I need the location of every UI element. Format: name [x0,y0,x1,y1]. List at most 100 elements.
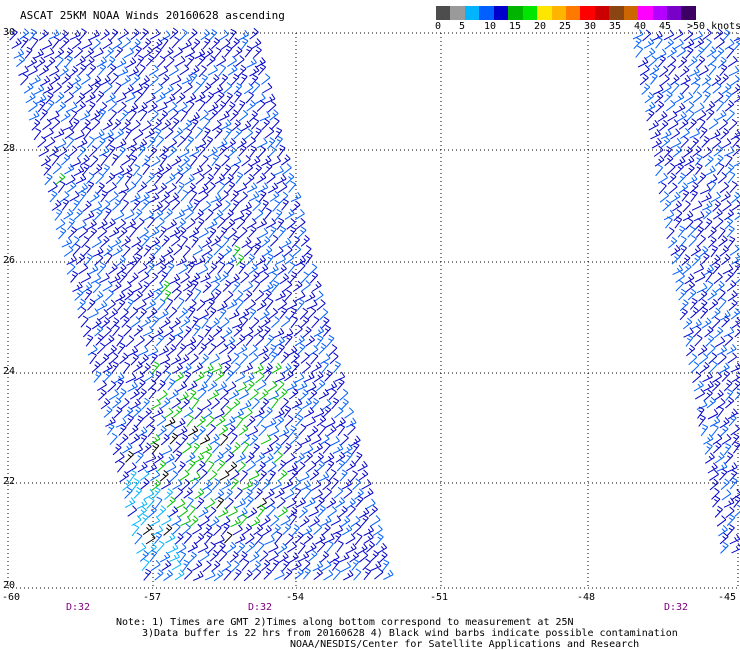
wind-barb [268,390,280,401]
wind-barb [159,109,169,122]
wind-barb [301,525,313,537]
wind-barb [720,310,731,321]
wind-barb [689,297,698,310]
wind-barb [273,451,283,463]
wind-barb [161,37,169,50]
wind-barb [211,235,221,247]
wind-barb [366,540,376,553]
wind-barb [723,146,735,157]
wind-barb [290,191,302,202]
wind-barb [106,299,116,311]
wind-barb [310,352,319,365]
wind-barb [88,227,98,240]
wind-barb [187,261,196,274]
wind-barb [243,326,254,338]
wind-barb [663,145,673,158]
wind-barb [697,234,706,247]
wind-barb [117,101,127,114]
wind-barb [288,388,299,400]
wind-barb [117,66,129,77]
wind-barb [102,119,113,131]
wind-barb [705,165,716,176]
wind-barb [249,434,259,447]
wind-barb [129,225,137,238]
wind-barb [726,280,737,292]
wind-barb [264,93,276,104]
wind-barb [701,192,712,203]
wind-barb [33,127,42,141]
wind-barb [210,317,220,329]
wind-barb [711,316,721,329]
wind-barb [246,182,258,193]
wind-barb [108,226,120,238]
wind-barb [199,353,209,366]
wind-barb [719,532,729,545]
wind-barb [194,126,203,139]
wind-barb [117,342,126,355]
wind-barb [344,407,354,419]
wind-barb [300,316,310,328]
wind-barb [141,155,151,167]
wind-barb [650,72,658,85]
wind-barb [100,397,111,410]
wind-barb [180,155,190,168]
wind-barb [163,84,174,96]
wind-barb [655,36,663,49]
wind-barb [321,523,331,536]
wind-barb [132,361,143,373]
wind-barb [724,100,735,112]
wind-barb [116,378,124,391]
wind-barb [320,515,332,527]
wind-barb [688,118,697,131]
wind-barb [38,64,49,76]
wind-barb [216,216,226,229]
wind-barb [291,524,300,537]
wind-barb [283,245,293,258]
wind-barb [136,498,148,510]
wind-barb [309,516,320,528]
wind-barb [213,451,224,463]
wind-barb [124,497,136,508]
wind-barb [197,425,206,438]
wind-barb [149,549,158,563]
wind-barb [678,56,688,69]
wind-barb [161,445,173,456]
wind-barb [697,406,705,419]
wind-barb [727,290,738,302]
wind-barb [115,138,127,149]
wind-barb [294,568,304,580]
wind-barb [224,488,233,501]
wind-barb [37,136,47,148]
wind-barb [161,119,172,131]
wind-barb [198,342,207,355]
pass-time-label: D:32 [248,602,273,613]
wind-barb [370,550,379,562]
colorbar-label: 30 [584,21,597,32]
wind-barb [106,423,115,436]
wind-barb [659,119,669,132]
wind-barb [321,560,332,572]
wind-barb [709,360,718,373]
wind-barb [318,424,326,437]
lat-label: 30 [3,27,16,38]
wind-barb [264,488,275,500]
wind-barb [220,397,230,410]
wind-barb [243,163,254,175]
wind-barb [244,533,255,545]
wind-barb [18,65,29,76]
wind-barb [227,506,238,517]
wind-barb [643,37,655,49]
wind-barb [238,424,249,436]
wind-barb [292,280,303,292]
wind-barb [295,255,306,267]
wind-barb [91,237,102,249]
wind-barb [178,551,187,564]
wind-barb [714,217,724,229]
wind-barb [160,478,172,490]
wind-barb [35,93,47,104]
wind-barb [140,75,150,87]
wind-barb [180,316,191,328]
wind-barb [265,297,274,310]
wind-barb [196,460,206,473]
wind-barb [163,524,173,536]
